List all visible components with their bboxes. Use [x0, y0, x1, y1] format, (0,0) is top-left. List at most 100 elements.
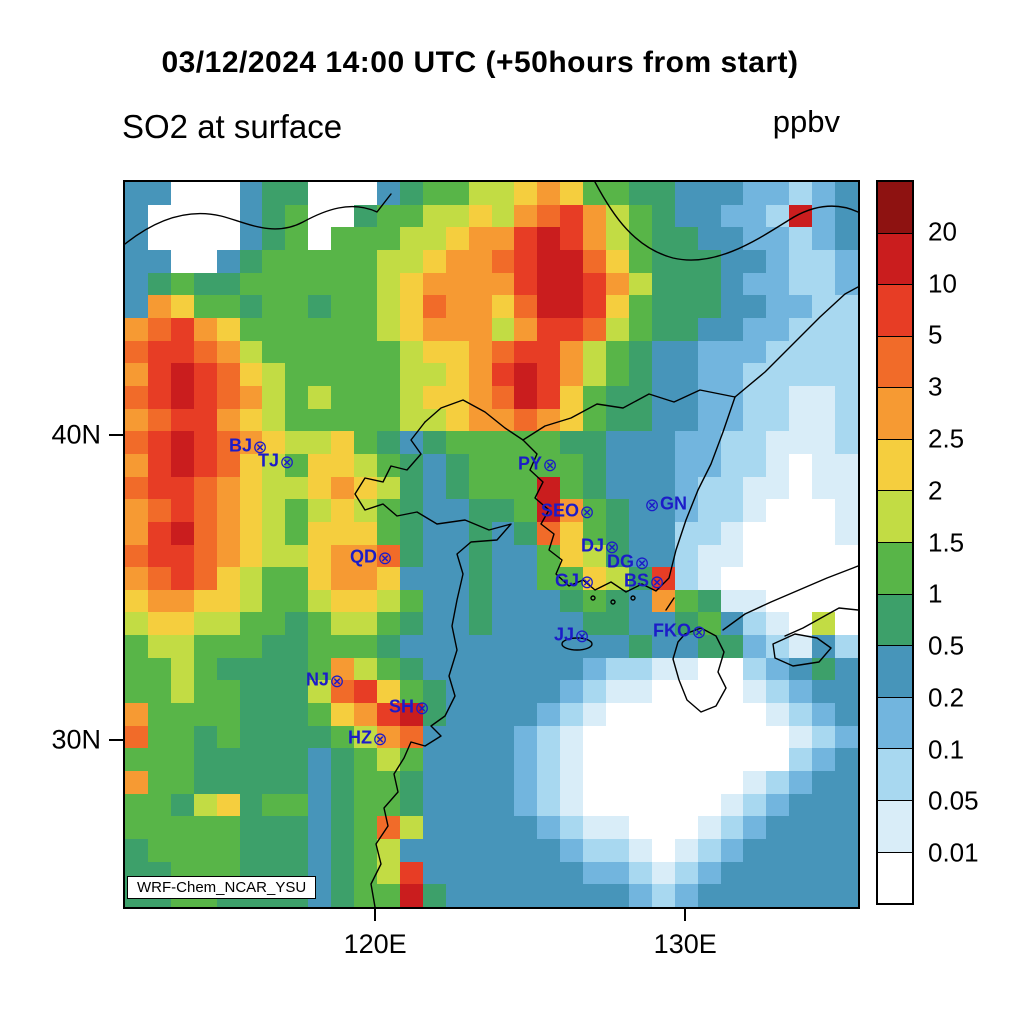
- colorbar-tick-label: 3: [928, 371, 943, 402]
- heatmap-cell: [812, 725, 836, 749]
- heatmap-cell: [697, 771, 721, 794]
- heatmap-cell: [376, 295, 400, 318]
- heatmap-cell: [697, 884, 721, 907]
- heatmap-cell: [812, 363, 836, 386]
- heatmap-cell: [674, 363, 698, 386]
- heatmap-cell: [812, 182, 836, 205]
- heatmap-cell: [308, 204, 332, 228]
- heatmap-cell: [193, 453, 217, 477]
- heatmap-cell: [789, 884, 813, 907]
- heatmap-cell: [514, 272, 538, 296]
- colorbar-segment: [878, 852, 912, 904]
- heatmap-cell: [170, 453, 194, 477]
- heatmap-cell: [560, 567, 584, 590]
- heatmap-cell: [537, 431, 561, 454]
- heatmap-cell: [697, 839, 721, 862]
- heatmap-cell: [766, 771, 790, 794]
- heatmap-cell: [170, 272, 194, 296]
- heatmap-cell: [445, 431, 469, 454]
- heatmap-cell: [422, 340, 446, 364]
- heatmap-cell: [674, 249, 698, 273]
- heatmap-cell: [720, 363, 744, 386]
- heatmap-cell: [193, 499, 217, 522]
- heatmap-cell: [285, 748, 309, 772]
- heatmap-cell: [147, 317, 171, 341]
- heatmap-cell: [331, 703, 355, 726]
- heatmap-cell: [697, 521, 721, 545]
- heatmap-cell: [262, 544, 286, 568]
- heatmap-cell: [422, 748, 446, 772]
- heatmap-cell: [537, 589, 561, 613]
- heatmap-cell: [376, 748, 400, 772]
- heatmap-cell: [674, 589, 698, 613]
- heatmap-cell: [285, 295, 309, 318]
- heatmap-cell: [125, 340, 148, 364]
- heatmap-cell: [583, 385, 607, 409]
- heatmap-cell: [445, 363, 469, 386]
- heatmap-cell: [422, 544, 446, 568]
- heatmap-cell: [491, 703, 515, 726]
- heatmap-cell: [147, 725, 171, 749]
- heatmap-cell: [468, 884, 492, 907]
- heatmap-cell: [537, 657, 561, 681]
- heatmap-cell: [674, 227, 698, 250]
- heatmap-cell: [216, 725, 240, 749]
- heatmap-cell: [560, 340, 584, 364]
- heatmap-cell: [537, 249, 561, 273]
- heatmap-cell: [606, 182, 629, 205]
- heatmap-cell: [399, 703, 423, 726]
- heatmap-cell: [674, 295, 698, 318]
- heatmap-cell: [354, 861, 377, 885]
- heatmap-cell: [766, 612, 790, 636]
- heatmap-cell: [720, 476, 744, 500]
- heatmap-cell: [560, 635, 584, 658]
- heatmap-cell: [789, 816, 813, 840]
- heatmap-cell: [239, 567, 263, 590]
- heatmap-cell: [399, 340, 423, 364]
- heatmap-cell: [445, 499, 469, 522]
- heatmap-cell: [216, 567, 240, 590]
- heatmap-cell: [354, 771, 377, 794]
- colorbar-segment: [878, 749, 912, 801]
- heatmap-cell: [537, 816, 561, 840]
- heatmap-cell: [125, 204, 148, 228]
- heatmap-cell: [422, 612, 446, 636]
- heatmap-cell: [285, 544, 309, 568]
- heatmap-cell: [720, 589, 744, 613]
- heatmap-cell: [789, 839, 813, 862]
- heatmap-cell: [422, 725, 446, 749]
- heatmap-cell: [514, 204, 538, 228]
- heatmap-cell: [331, 816, 355, 840]
- heatmap-cell: [422, 204, 446, 228]
- heatmap-cell: [239, 589, 263, 613]
- heatmap-cell: [789, 635, 813, 658]
- heatmap-cell: [354, 408, 377, 432]
- heatmap-cell: [789, 567, 813, 590]
- heatmap-cell: [697, 793, 721, 817]
- heatmap-cell: [262, 476, 286, 500]
- heatmap-cell: [147, 249, 171, 273]
- heatmap-cell: [812, 793, 836, 817]
- heatmap-cell: [216, 476, 240, 500]
- heatmap-cell: [125, 748, 148, 772]
- heatmap-cell: [285, 612, 309, 636]
- heatmap-cell: [537, 567, 561, 590]
- heatmap-cell: [697, 385, 721, 409]
- heatmap-cell: [354, 340, 377, 364]
- heatmap-cell: [697, 725, 721, 749]
- heatmap-cell: [674, 635, 698, 658]
- heatmap-cell: [583, 680, 607, 704]
- heatmap-cell: [170, 635, 194, 658]
- heatmap-cell: [651, 431, 675, 454]
- heatmap-cell: [193, 317, 217, 341]
- heatmap-cell: [308, 703, 332, 726]
- colorbar-segment: [878, 491, 912, 544]
- heatmap-cell: [583, 431, 607, 454]
- heatmap-cell: [674, 680, 698, 704]
- heatmap-cell: [376, 635, 400, 658]
- heatmap-cell: [514, 635, 538, 658]
- heatmap-cell: [354, 521, 377, 545]
- heatmap-cell: [193, 748, 217, 772]
- heatmap-cell: [308, 567, 332, 590]
- heatmap-cell: [514, 748, 538, 772]
